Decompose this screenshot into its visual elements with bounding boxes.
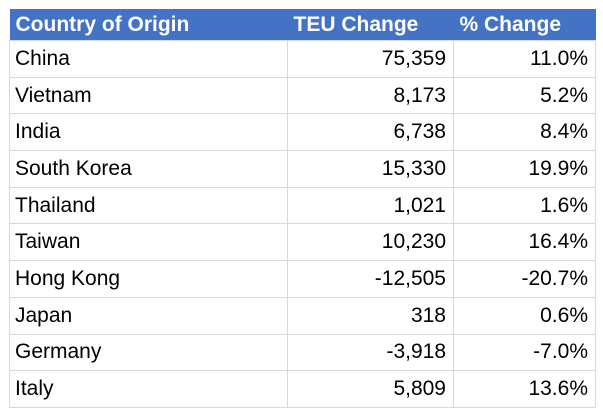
country-cell[interactable]: Italy bbox=[9, 370, 288, 408]
country-cell[interactable]: Vietnam bbox=[9, 76, 288, 115]
teu-change-cell[interactable]: 318 bbox=[287, 296, 454, 335]
country-cell[interactable]: Hong Kong bbox=[9, 260, 288, 298]
header-row: Country of Origin TEU Change % Change bbox=[9, 9, 596, 41]
header-teu-change[interactable]: TEU Change bbox=[287, 9, 454, 41]
country-cell[interactable]: China bbox=[9, 40, 288, 78]
table-row: Taiwan 10,230 16.4% bbox=[9, 223, 596, 262]
country-cell[interactable]: Taiwan bbox=[9, 223, 288, 262]
country-cell[interactable]: Thailand bbox=[9, 186, 288, 225]
table-row: Japan 318 0.6% bbox=[9, 296, 596, 335]
country-cell[interactable]: Japan bbox=[9, 296, 288, 335]
pct-change-cell[interactable]: -20.7% bbox=[453, 260, 596, 298]
header-country-of-origin[interactable]: Country of Origin bbox=[9, 9, 288, 41]
pct-change-cell[interactable]: 8.4% bbox=[453, 113, 596, 152]
table-row: Thailand 1,021 1.6% bbox=[9, 186, 596, 225]
teu-change-cell[interactable]: 5,809 bbox=[287, 370, 454, 408]
pct-change-cell[interactable]: 13.6% bbox=[453, 370, 596, 408]
teu-change-cell[interactable]: -3,918 bbox=[287, 333, 454, 372]
pct-change-cell[interactable]: -7.0% bbox=[453, 333, 596, 372]
teu-change-cell[interactable]: 8,173 bbox=[287, 76, 454, 115]
teu-change-cell[interactable]: 75,359 bbox=[287, 40, 454, 78]
table-row: Hong Kong -12,505 -20.7% bbox=[9, 260, 596, 298]
teu-change-cell[interactable]: 1,021 bbox=[287, 186, 454, 225]
pct-change-cell[interactable]: 19.9% bbox=[453, 150, 596, 188]
table-body: China 75,359 11.0% Vietnam 8,173 5.2% India 6,7… bbox=[9, 40, 596, 408]
teu-change-cell[interactable]: 10,230 bbox=[287, 223, 454, 262]
header-pct-change[interactable]: % Change bbox=[453, 9, 596, 41]
teu-change-cell[interactable]: 15,330 bbox=[287, 150, 454, 188]
country-cell[interactable]: Germany bbox=[9, 333, 288, 372]
country-cell[interactable]: South Korea bbox=[9, 150, 288, 188]
table-row: Vietnam 8,173 5.2% bbox=[9, 76, 596, 115]
country-cell[interactable]: India bbox=[9, 113, 288, 152]
table-header: Country of Origin TEU Change % Change bbox=[9, 9, 596, 41]
teu-change-cell[interactable]: -12,505 bbox=[287, 260, 454, 298]
teu-change-table-container: Country of Origin TEU Change % Change Ch… bbox=[9, 9, 596, 408]
teu-change-cell[interactable]: 6,738 bbox=[287, 113, 454, 152]
pct-change-cell[interactable]: 11.0% bbox=[453, 40, 596, 78]
pct-change-cell[interactable]: 16.4% bbox=[453, 223, 596, 262]
teu-change-table: Country of Origin TEU Change % Change Ch… bbox=[9, 9, 596, 408]
pct-change-cell[interactable]: 0.6% bbox=[453, 296, 596, 335]
table-row: Italy 5,809 13.6% bbox=[9, 370, 596, 408]
pct-change-cell[interactable]: 5.2% bbox=[453, 76, 596, 115]
pct-change-cell[interactable]: 1.6% bbox=[453, 186, 596, 225]
table-row: Germany -3,918 -7.0% bbox=[9, 333, 596, 372]
table-row: India 6,738 8.4% bbox=[9, 113, 596, 152]
table-row: China 75,359 11.0% bbox=[9, 40, 596, 78]
table-row: South Korea 15,330 19.9% bbox=[9, 150, 596, 188]
